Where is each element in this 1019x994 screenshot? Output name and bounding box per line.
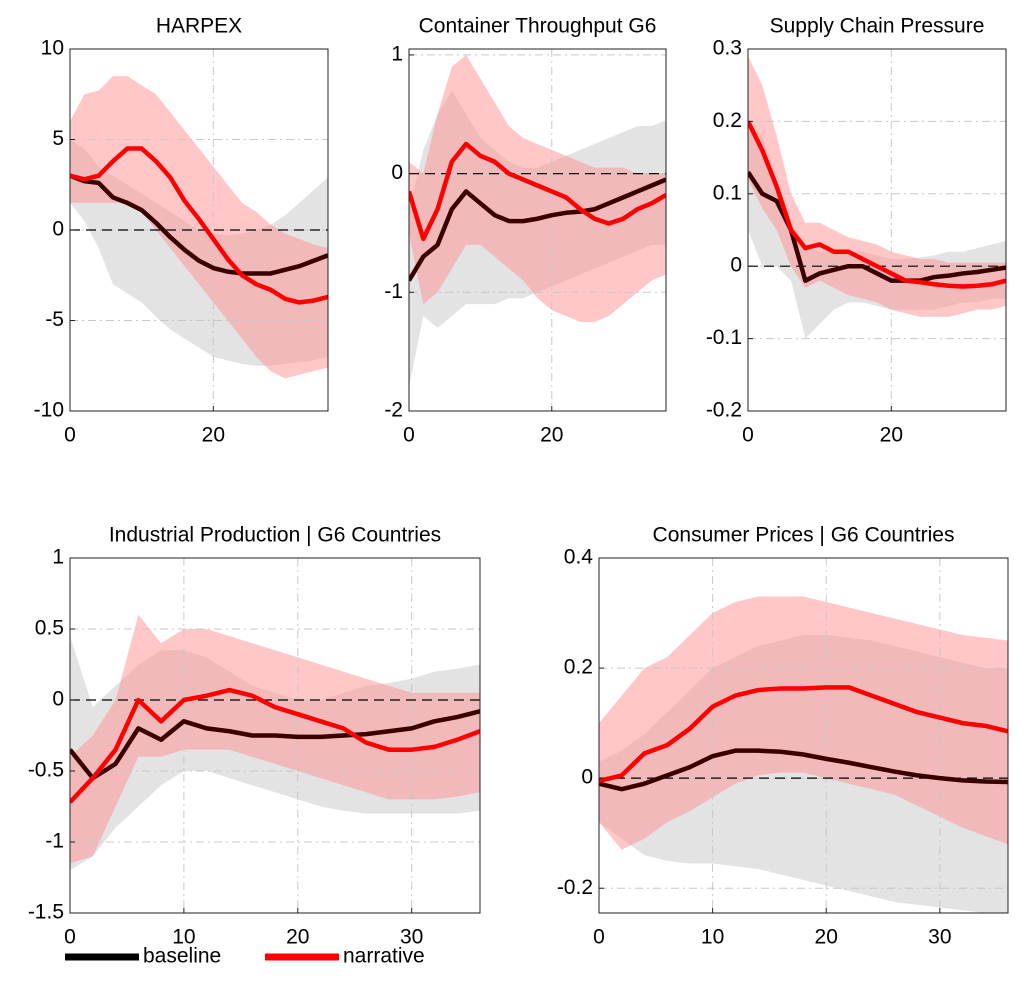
y-tick-label: 0.2: [713, 109, 742, 132]
y-tick-label: 0.5: [35, 617, 64, 640]
series-line: [599, 748, 1008, 792]
legend-label: narrative: [343, 945, 425, 968]
y-tick-label: -10: [34, 399, 64, 422]
y-tick-label: -1: [45, 830, 64, 853]
y-tick-label: 0: [391, 161, 403, 184]
subplot: -10 -5 0 5 10 0 20 HARPEX: [34, 15, 329, 447]
y-tick-label: 0.2: [564, 656, 593, 679]
subplot-title: HARPEX: [156, 15, 242, 38]
subplot: -0.2 0 0.2 0.4 0 10 20 30 Consumer Prices | G6 C…: [557, 524, 1009, 949]
axes-frame: [598, 557, 1009, 914]
plot-content: [70, 558, 480, 913]
x-tick-label: 0: [64, 424, 76, 447]
y-tick-label: 0: [52, 218, 64, 241]
x-tick-label: 0: [593, 926, 605, 949]
x-tick-label: 20: [815, 926, 838, 949]
x-tick-label: 20: [540, 424, 563, 447]
y-tick-label: 0.3: [713, 37, 742, 60]
subplot-title: Consumer Prices | G6 Countries: [653, 524, 955, 547]
x-tick-label: 20: [286, 926, 309, 949]
y-tick-label: -5: [45, 308, 64, 331]
series-line: [70, 146, 328, 305]
subplot-title: Industrial Production | G6 Countries: [109, 524, 441, 547]
x-tick-label: 20: [202, 424, 225, 447]
y-tick-label: -0.5: [28, 759, 64, 782]
plot-content: [70, 49, 328, 411]
series-line: [70, 173, 328, 276]
subplot: -0.2 -0.1 0 0.1 0.2 0.3 0 20 Supply Chain Pressu…: [706, 15, 1007, 447]
axes-frame: [408, 48, 667, 412]
x-tick-label: 0: [742, 424, 754, 447]
confidence-band: [409, 54, 666, 322]
y-tick-label: 0: [730, 254, 742, 277]
subplot-title: Supply Chain Pressure: [770, 15, 985, 38]
series-line: [409, 141, 666, 242]
x-tick-label: 10: [701, 926, 724, 949]
y-tick-label: 0: [52, 688, 64, 711]
x-tick-label: 20: [880, 424, 903, 447]
axes-frame: [747, 48, 1007, 412]
plot-content: [599, 558, 1008, 913]
series-line: [70, 709, 480, 781]
plot-content: [748, 49, 1006, 411]
y-tick-label: 0.4: [564, 546, 594, 569]
y-tick-label: -1: [384, 280, 403, 303]
x-tick-label: 0: [403, 424, 415, 447]
x-tick-label: 30: [400, 926, 423, 949]
plot-content: [409, 49, 666, 411]
axes-frame: [69, 557, 481, 914]
y-tick-label: 5: [52, 127, 64, 150]
y-tick-label: -0.2: [706, 399, 742, 422]
x-tick-label: 0: [64, 926, 76, 949]
x-tick-label: 10: [172, 926, 195, 949]
subplot-title: Container Throughput G6: [419, 15, 657, 38]
y-tick-label: 1: [391, 42, 403, 65]
y-tick-label: -0.2: [557, 876, 593, 899]
confidence-band: [70, 614, 480, 864]
y-tick-label: -2: [384, 399, 403, 422]
legend: baseline narrative: [65, 945, 425, 968]
legend-label: baseline: [143, 945, 221, 968]
y-tick-label: -1.5: [28, 901, 64, 924]
x-tick-label: 30: [928, 926, 951, 949]
y-tick-label: 0: [581, 766, 593, 789]
series-line: [599, 685, 1008, 784]
series-line: [748, 120, 1006, 289]
y-tick-label: 0.1: [713, 181, 742, 204]
y-tick-label: -0.1: [706, 326, 742, 349]
y-tick-label: 1: [52, 546, 64, 569]
y-tick-label: 10: [41, 37, 64, 60]
series-line: [70, 687, 480, 804]
series-line: [409, 177, 666, 282]
confidence-band: [70, 76, 328, 379]
confidence-band: [748, 56, 1006, 317]
confidence-band: [599, 596, 1008, 850]
